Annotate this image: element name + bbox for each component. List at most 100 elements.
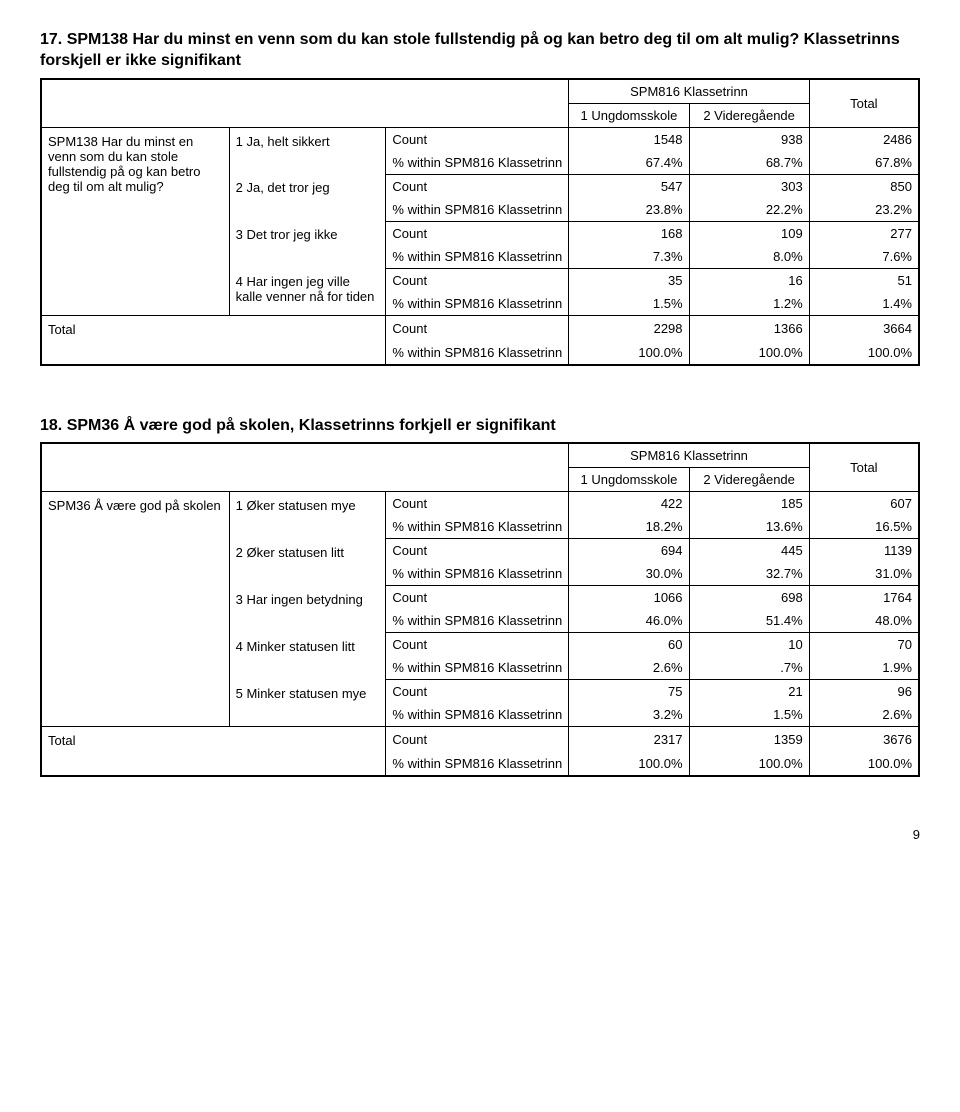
cell: 46.0%	[569, 609, 689, 633]
cell: 23.2%	[809, 198, 919, 222]
stat-count: Count	[386, 127, 569, 151]
stat-count: Count	[386, 221, 569, 245]
cell: 70	[809, 633, 919, 657]
stat-count: Count	[386, 315, 569, 341]
cell: 698	[689, 586, 809, 610]
cell: 185	[689, 492, 809, 516]
cell: 22.2%	[689, 198, 809, 222]
cell: 850	[809, 174, 919, 198]
stat-pct: % within SPM816 Klassetrinn	[386, 515, 569, 539]
cell: 10	[689, 633, 809, 657]
table17-cat0-label: 1 Ja, helt sikkert	[229, 127, 386, 174]
cell: 1366	[689, 315, 809, 341]
stat-count: Count	[386, 680, 569, 704]
table18-col2: 2 Videregående	[689, 468, 809, 492]
table17-col1: 1 Ungdomsskole	[569, 103, 689, 127]
stat-count: Count	[386, 174, 569, 198]
cell: 1.5%	[569, 292, 689, 316]
table18-cat4-label: 5 Minker statusen mye	[229, 680, 386, 727]
cell: 445	[689, 539, 809, 563]
cell: 2486	[809, 127, 919, 151]
cell: 3.2%	[569, 703, 689, 727]
stat-pct: % within SPM816 Klassetrinn	[386, 341, 569, 365]
table18-cat1-label: 2 Øker statusen litt	[229, 539, 386, 586]
cell: 1359	[689, 727, 809, 753]
cell: 100.0%	[809, 341, 919, 365]
cell: 48.0%	[809, 609, 919, 633]
cell: 938	[689, 127, 809, 151]
cell: 21	[689, 680, 809, 704]
cell: 16	[689, 268, 809, 292]
cell: 422	[569, 492, 689, 516]
cell: 75	[569, 680, 689, 704]
cell: 1066	[569, 586, 689, 610]
cell: 2298	[569, 315, 689, 341]
cell: 2.6%	[809, 703, 919, 727]
cell: 100.0%	[569, 752, 689, 776]
cell: 51	[809, 268, 919, 292]
cell: 303	[689, 174, 809, 198]
cell: 1.9%	[809, 656, 919, 680]
table18-cat2-label: 3 Har ingen betydning	[229, 586, 386, 633]
page-number: 9	[40, 827, 920, 842]
stat-pct: % within SPM816 Klassetrinn	[386, 198, 569, 222]
table18-cat3-label: 4 Minker statusen litt	[229, 633, 386, 680]
table17-cat1-label: 2 Ja, det tror jeg	[229, 174, 386, 221]
stat-pct: % within SPM816 Klassetrinn	[386, 703, 569, 727]
cell: 67.4%	[569, 151, 689, 175]
table17: SPM816 Klassetrinn Total 1 Ungdomsskole …	[40, 78, 920, 366]
cell: 51.4%	[689, 609, 809, 633]
table17-col2: 2 Videregående	[689, 103, 809, 127]
cell: 18.2%	[569, 515, 689, 539]
cell: 60	[569, 633, 689, 657]
cell: 694	[569, 539, 689, 563]
table17-rowvar: SPM138 Har du minst en venn som du kan s…	[41, 127, 229, 315]
cell: 1.5%	[689, 703, 809, 727]
cell: 23.8%	[569, 198, 689, 222]
stat-pct: % within SPM816 Klassetrinn	[386, 562, 569, 586]
table17-cat2-label: 3 Det tror jeg ikke	[229, 221, 386, 268]
cell: 7.6%	[809, 245, 919, 269]
cell: 3676	[809, 727, 919, 753]
cell: 607	[809, 492, 919, 516]
cell: 35	[569, 268, 689, 292]
cell: 1764	[809, 586, 919, 610]
cell: 168	[569, 221, 689, 245]
stat-pct: % within SPM816 Klassetrinn	[386, 245, 569, 269]
table18-rowvar: SPM36 Å være god på skolen	[41, 492, 229, 727]
cell: 2.6%	[569, 656, 689, 680]
stat-pct: % within SPM816 Klassetrinn	[386, 752, 569, 776]
table17-header-total: Total	[809, 79, 919, 128]
cell: 100.0%	[569, 341, 689, 365]
table17-cat3-label: 4 Har ingen jeg ville kalle venner nå fo…	[229, 268, 386, 315]
table18-cat0-label: 1 Øker statusen mye	[229, 492, 386, 539]
stat-pct: % within SPM816 Klassetrinn	[386, 292, 569, 316]
cell: 68.7%	[689, 151, 809, 175]
stat-count: Count	[386, 586, 569, 610]
cell: 16.5%	[809, 515, 919, 539]
cell: 7.3%	[569, 245, 689, 269]
stat-count: Count	[386, 492, 569, 516]
table18-header-group: SPM816 Klassetrinn	[569, 443, 809, 468]
cell: 31.0%	[809, 562, 919, 586]
stat-pct: % within SPM816 Klassetrinn	[386, 609, 569, 633]
stat-pct: % within SPM816 Klassetrinn	[386, 151, 569, 175]
cell: 3664	[809, 315, 919, 341]
cell: 2317	[569, 727, 689, 753]
cell: 100.0%	[689, 341, 809, 365]
cell: 1.2%	[689, 292, 809, 316]
cell: 547	[569, 174, 689, 198]
table18-header-total: Total	[809, 443, 919, 492]
table18: SPM816 Klassetrinn Total 1 Ungdomsskole …	[40, 442, 920, 777]
stat-count: Count	[386, 633, 569, 657]
stat-count: Count	[386, 268, 569, 292]
table18-col1: 1 Ungdomsskole	[569, 468, 689, 492]
cell: 109	[689, 221, 809, 245]
cell: .7%	[689, 656, 809, 680]
table17-title: 17. SPM138 Har du minst en venn som du k…	[40, 30, 920, 72]
cell: 13.6%	[689, 515, 809, 539]
cell: 67.8%	[809, 151, 919, 175]
cell: 1548	[569, 127, 689, 151]
cell: 100.0%	[809, 752, 919, 776]
cell: 96	[809, 680, 919, 704]
